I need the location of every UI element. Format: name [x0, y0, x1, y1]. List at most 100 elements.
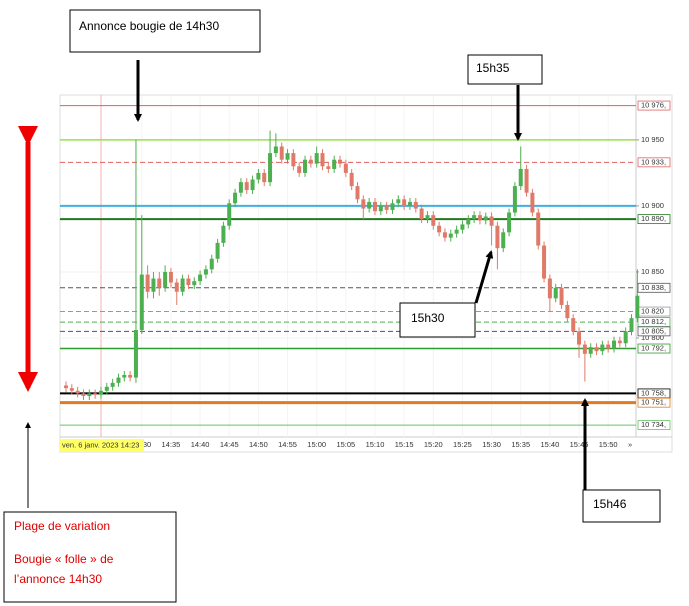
level-label: 10 933,	[641, 157, 666, 166]
candle-body	[460, 224, 465, 230]
level-label-box	[637, 214, 671, 225]
candle-body	[69, 388, 74, 391]
candle-body	[483, 216, 488, 221]
level-label-box	[637, 157, 671, 168]
candle-body	[122, 374, 127, 378]
x-tick-label: 15:50	[599, 440, 618, 449]
x-tick-label: 14:45	[220, 440, 239, 449]
candle-body	[437, 225, 442, 233]
candle-body	[425, 215, 430, 220]
annotation-text: 15h46	[593, 497, 627, 511]
level-label-box	[637, 420, 671, 431]
candle-body	[349, 172, 354, 187]
candle-body	[524, 168, 529, 193]
candle-body	[174, 282, 179, 292]
note-text: Bougie « folle » de	[14, 552, 114, 566]
candle-body	[238, 182, 243, 193]
candle-body	[75, 390, 80, 394]
candle-body	[355, 186, 360, 200]
level-label: 10 976,	[641, 101, 666, 110]
level-label: 10 805,	[641, 326, 666, 335]
candle-body	[93, 393, 98, 395]
level-label: 10 751,	[641, 398, 666, 407]
x-tick-label: 15:35	[511, 440, 530, 449]
candle-body	[64, 385, 68, 389]
annotation-box	[69, 9, 261, 53]
candle-body	[617, 340, 622, 344]
x-tick-label: 14:55	[278, 440, 297, 449]
x-tick-label: 15:00	[307, 440, 326, 449]
candle-body	[262, 172, 267, 183]
arrow	[474, 250, 494, 304]
candle-body	[314, 153, 319, 164]
x-tick-label: 15:15	[395, 440, 414, 449]
candle-body	[565, 304, 570, 319]
y-tick-label: 10 950	[641, 135, 664, 144]
level-label-box	[637, 343, 671, 354]
level-label: 10 792,	[641, 344, 666, 353]
candle-body	[273, 146, 278, 154]
candle-body	[291, 153, 296, 167]
candle-body	[227, 203, 232, 226]
candle-body	[303, 159, 308, 173]
cursor-label-box	[60, 439, 144, 451]
candle-body	[87, 393, 92, 397]
candle-body	[297, 166, 302, 173]
scroll-icon[interactable]: »	[628, 440, 632, 449]
level-label-box	[637, 326, 671, 337]
candle-body	[547, 278, 552, 299]
candle-body	[454, 229, 459, 234]
candle-body	[320, 153, 325, 167]
level-label: 10 812,	[641, 317, 666, 326]
y-tick-label: 10 850	[641, 267, 664, 276]
candle-body	[495, 225, 500, 249]
candle-body	[250, 179, 255, 191]
candle-body	[384, 205, 389, 210]
x-tick-label: 15:10	[366, 440, 385, 449]
candle-body	[268, 153, 273, 183]
level-label-box	[637, 282, 671, 293]
x-tick-label: 15:05	[336, 440, 355, 449]
candle-body	[221, 225, 226, 243]
candle-body	[442, 232, 447, 238]
candle-body	[110, 382, 115, 387]
level-label: 10 890,	[641, 214, 666, 223]
candle-body	[378, 205, 383, 212]
y-tick-label: 10 800	[641, 333, 664, 342]
candle-body	[338, 159, 343, 164]
candle-body	[308, 159, 313, 164]
candle-body	[157, 278, 162, 288]
candle-body	[116, 377, 121, 383]
candle-body	[390, 203, 395, 210]
candle-body	[472, 215, 477, 220]
candle-body	[407, 201, 412, 206]
candle-body	[98, 390, 103, 395]
candle-body	[542, 245, 547, 279]
candle-body	[553, 287, 558, 299]
candle-body	[168, 271, 173, 283]
annotation-box	[399, 302, 476, 338]
candle-body	[361, 199, 366, 209]
x-tick-label: 15:30	[482, 440, 501, 449]
candle-body	[448, 233, 453, 238]
candle-body	[326, 166, 331, 169]
note-box	[3, 511, 177, 603]
candle-body	[279, 146, 284, 160]
candle-body	[139, 274, 144, 331]
candle-body	[594, 347, 599, 352]
x-tick-label: 14:40	[191, 440, 210, 449]
candle-body	[104, 386, 109, 391]
x-tick-label: 14:35	[162, 440, 181, 449]
candle-body	[367, 201, 372, 209]
candle-body	[612, 340, 617, 349]
annotation-text: 15h35	[476, 61, 510, 75]
candle-body	[192, 281, 197, 286]
candle-body	[372, 201, 377, 212]
candle-body	[577, 331, 582, 345]
candle-body	[203, 269, 208, 275]
candle-body	[343, 163, 348, 173]
candle-body	[233, 192, 238, 204]
x-tick-label: 14:50	[249, 440, 268, 449]
candle-body	[402, 199, 407, 206]
x-tick-label: 15:25	[453, 440, 472, 449]
